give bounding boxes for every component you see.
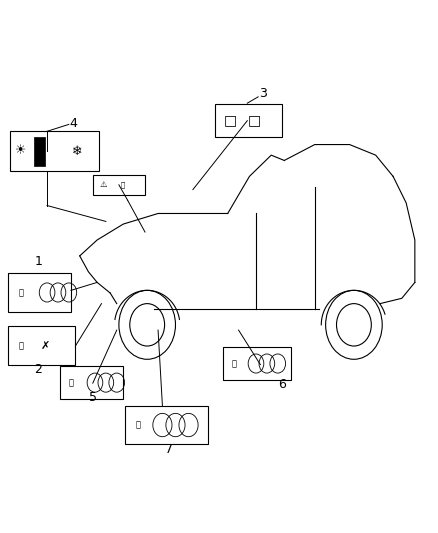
Text: 🛢: 🛢	[68, 378, 74, 387]
Text: 🔧: 🔧	[232, 359, 237, 368]
Text: ✗: ✗	[40, 341, 49, 351]
Text: 🔑: 🔑	[18, 341, 24, 350]
Bar	[34, 136, 45, 166]
Text: 7: 7	[165, 443, 173, 456]
FancyBboxPatch shape	[93, 175, 145, 195]
FancyBboxPatch shape	[10, 131, 99, 171]
Text: 6: 6	[278, 378, 286, 391]
Text: ☀: ☀	[15, 144, 27, 158]
Text: □: □	[247, 113, 260, 127]
Text: 5: 5	[89, 392, 97, 405]
Text: 1: 1	[35, 255, 42, 268]
Text: 3: 3	[258, 87, 266, 100]
FancyBboxPatch shape	[215, 104, 282, 136]
Text: 🔧: 🔧	[121, 182, 125, 188]
Text: □: □	[223, 113, 237, 127]
Text: 🔧: 🔧	[136, 421, 141, 430]
Text: ⚠: ⚠	[100, 180, 107, 189]
FancyBboxPatch shape	[125, 406, 208, 444]
Text: 2: 2	[35, 364, 42, 376]
FancyBboxPatch shape	[223, 347, 291, 380]
FancyBboxPatch shape	[8, 326, 75, 365]
Text: 🔧: 🔧	[18, 288, 24, 297]
Text: ❄: ❄	[72, 144, 83, 158]
Text: 4: 4	[69, 117, 77, 130]
FancyBboxPatch shape	[60, 366, 123, 399]
FancyBboxPatch shape	[8, 273, 71, 312]
